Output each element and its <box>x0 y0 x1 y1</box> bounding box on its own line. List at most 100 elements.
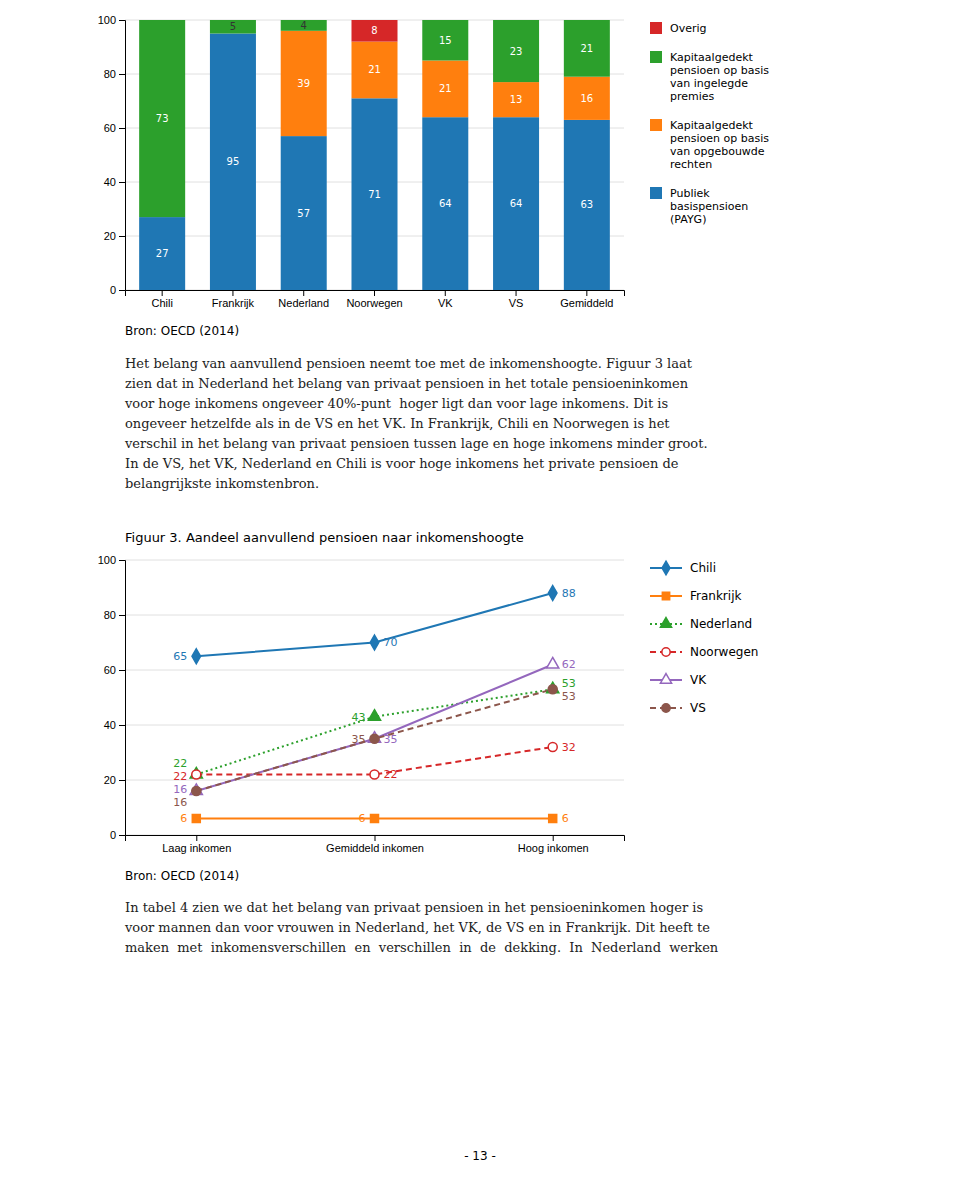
data-label: 53 <box>562 677 576 690</box>
paragraph: In tabel 4 zien we dat het belang van pr… <box>124 900 719 955</box>
legend-item: Kapitaalgedektpensioen op basisvan ingel… <box>650 51 769 103</box>
tick-mark <box>119 290 125 291</box>
tick-mark <box>119 560 125 561</box>
line <box>196 665 552 792</box>
text-line: ongeveer hetzelfde als in de VS en het V… <box>125 416 670 431</box>
data-label: 64 <box>510 198 523 209</box>
legend-label: VS <box>690 701 706 715</box>
tick-mark <box>119 74 125 75</box>
data-label: 21 <box>439 83 452 94</box>
bar <box>564 120 610 290</box>
data-label: 65 <box>173 650 187 663</box>
text-line: verschil in het belang van privaat pensi… <box>124 436 708 451</box>
tick: Noorwegen <box>346 290 402 309</box>
data-label: 4 <box>301 20 307 31</box>
data-label: 63 <box>580 199 593 210</box>
legend-item: Frankrijk <box>650 589 741 603</box>
data-label: 16 <box>173 796 187 809</box>
tick: 60 <box>104 122 125 134</box>
bar <box>351 42 397 99</box>
tick: Chili <box>151 290 172 309</box>
legend-label: Frankrijk <box>690 589 741 603</box>
data-label: 62 <box>562 658 576 671</box>
tick-label: 100 <box>98 554 116 566</box>
legend-item: Publiekbasispensioen(PAYG) <box>650 187 748 226</box>
legend-item: Kapitaalgedektpensioen op basisvan opgeb… <box>650 119 769 171</box>
legend-swatch <box>650 187 662 199</box>
grid-line <box>125 615 624 616</box>
legend-label: Noorwegen <box>690 645 758 659</box>
bar <box>493 20 539 21</box>
tick-mark <box>119 236 125 237</box>
page-svg: 0204060801002795577164646339212113167354… <box>0 0 960 1197</box>
y-axis: 020406080100 <box>98 554 126 841</box>
bar <box>351 98 397 290</box>
bar <box>493 117 539 290</box>
text-line: (PAYG) <box>670 213 706 226</box>
grid <box>125 560 624 835</box>
tick-label: 60 <box>104 122 116 134</box>
tick-label: 80 <box>104 68 116 80</box>
y-axis: 020406080100 <box>98 14 126 296</box>
tick-label: Laag inkomen <box>162 842 231 854</box>
tick-label: 40 <box>104 719 116 731</box>
tick-mark <box>375 835 376 841</box>
marker <box>371 815 379 823</box>
line <box>196 689 552 774</box>
tick: VK <box>438 290 453 309</box>
text-line: Publiek <box>670 187 710 200</box>
text-line: Kapitaalgedekt <box>670 119 754 132</box>
data-label: 6 <box>359 812 366 825</box>
text-line: voor hoge inkomens ongeveer 40%-punt hog… <box>124 396 668 411</box>
line <box>196 593 552 656</box>
legend-label: Overig <box>670 22 707 35</box>
legend-swatch <box>650 119 662 131</box>
marker <box>192 786 201 795</box>
marker <box>547 657 559 668</box>
data-label: 16 <box>173 783 187 796</box>
line-chart: 0204060801006522221616643356703522886253… <box>98 554 625 854</box>
tick: 100 <box>98 14 125 26</box>
tick-mark <box>516 290 517 296</box>
tick-mark <box>162 290 163 296</box>
data-label: 35 <box>384 733 398 746</box>
page-number: - 13 - <box>464 1149 496 1163</box>
marker <box>370 734 379 743</box>
bar <box>422 61 468 118</box>
axis-line <box>119 561 126 836</box>
data-label: 8 <box>371 25 377 36</box>
tick: 0 <box>110 284 125 296</box>
tick-mark <box>445 290 446 296</box>
bar <box>422 117 468 290</box>
paragraph: Het belang van aanvullend pensioen neemt… <box>124 356 708 491</box>
data-label: 15 <box>439 35 452 46</box>
data-label: 73 <box>156 113 169 124</box>
grid <box>125 20 624 290</box>
tick-label: Noorwegen <box>346 297 402 309</box>
data-label: 22 <box>173 770 187 783</box>
data-label: 70 <box>384 636 398 649</box>
legend-marker <box>662 704 670 712</box>
tick: VS <box>509 290 524 309</box>
source-note: Bron: OECD (2014) <box>125 869 239 883</box>
data-label: 27 <box>156 248 169 259</box>
tick: 0 <box>110 829 125 841</box>
tick: Frankrijk <box>212 290 255 309</box>
bar <box>564 77 610 120</box>
legend-marker <box>662 648 670 656</box>
bar <box>564 20 610 77</box>
bar <box>281 20 327 31</box>
text-line: In de VS, het VK, Nederland en Chili is … <box>125 456 679 471</box>
text-line: pensioen op basis <box>670 132 769 145</box>
data-label: 64 <box>439 198 452 209</box>
text-line: voor mannen dan voor vrouwen in Nederlan… <box>124 920 710 935</box>
data-label: 6 <box>562 812 569 825</box>
bar <box>210 20 256 34</box>
line <box>196 689 552 791</box>
tick-label: Gemiddeld <box>560 297 613 309</box>
chart-title: Figuur 3. Aandeel aanvullend pensioen na… <box>125 530 524 545</box>
text-line: maken met inkomensverschillen en verschi… <box>125 940 719 955</box>
marker <box>370 635 379 650</box>
data-label: 71 <box>368 189 381 200</box>
data-label: 35 <box>352 733 366 746</box>
